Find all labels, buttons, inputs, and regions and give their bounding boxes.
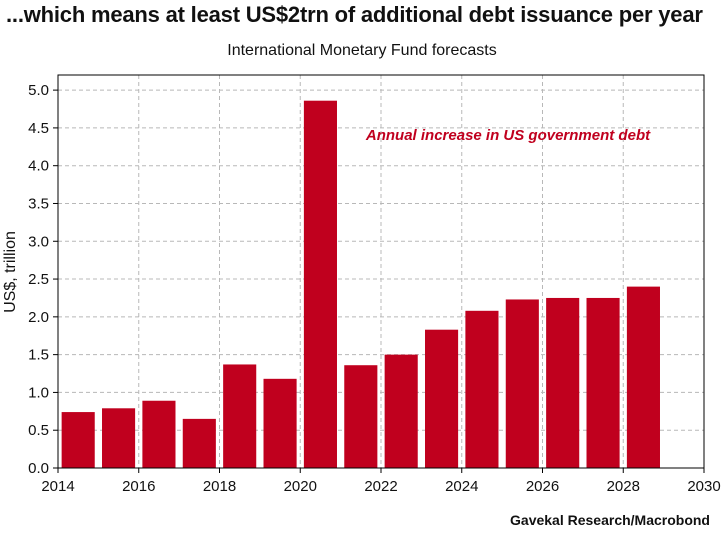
y-tick-label: 2.5 bbox=[28, 271, 49, 288]
y-tick-label: 0.5 bbox=[28, 422, 49, 439]
chart-subtitle: International Monetary Fund forecasts bbox=[227, 42, 497, 59]
y-tick-label: 4.5 bbox=[28, 120, 49, 137]
y-tick-label: 4.0 bbox=[28, 158, 49, 175]
x-tick-label: 2026 bbox=[526, 478, 559, 495]
x-tick-label: 2022 bbox=[364, 478, 397, 495]
plot-frame bbox=[57, 74, 705, 469]
tick-labels: 0.0 0.5 1.0 1.5 2.0 2.5 3.0 3.5 4.0 4.5 5.0 2014 201… bbox=[28, 82, 721, 495]
bar-2021 bbox=[344, 365, 378, 468]
bar-2018 bbox=[223, 364, 257, 468]
y-tick-label: 3.0 bbox=[28, 233, 49, 250]
bar-2015 bbox=[102, 408, 136, 468]
bar-2028 bbox=[626, 286, 660, 468]
x-tick-label: 2024 bbox=[445, 478, 478, 495]
y-tick-label: 3.5 bbox=[28, 195, 49, 212]
gridlines bbox=[58, 75, 704, 468]
bar-2022 bbox=[384, 354, 418, 468]
bar-2016 bbox=[142, 400, 176, 468]
source-credit: Gavekal Research/Macrobond bbox=[510, 512, 710, 528]
series-annotation: Annual increase in US government debt bbox=[365, 127, 651, 144]
bar-2019 bbox=[263, 378, 297, 468]
bars bbox=[61, 100, 660, 468]
chart-title: ...which means at least US$2trn of addit… bbox=[6, 2, 703, 27]
axes bbox=[53, 74, 705, 473]
y-axis-label: US$, trillion bbox=[2, 231, 19, 313]
y-tick-label: 1.0 bbox=[28, 384, 49, 401]
bar-2023 bbox=[425, 329, 459, 468]
x-tick-label: 2020 bbox=[284, 478, 317, 495]
y-tick-label: 1.5 bbox=[28, 347, 49, 364]
y-tick-label: 0.0 bbox=[28, 460, 49, 477]
bar-2027 bbox=[586, 297, 620, 468]
x-tick-label: 2014 bbox=[41, 478, 74, 495]
bar-2024 bbox=[465, 310, 499, 468]
x-tick-label: 2016 bbox=[122, 478, 155, 495]
bar-2025 bbox=[505, 299, 539, 468]
bar-2014 bbox=[61, 412, 95, 468]
y-tick-label: 5.0 bbox=[28, 82, 49, 99]
bar-2026 bbox=[546, 297, 580, 468]
y-tick-label: 2.0 bbox=[28, 309, 49, 326]
x-tick-label: 2018 bbox=[203, 478, 236, 495]
bar-2020 bbox=[303, 100, 337, 468]
bar-2017 bbox=[182, 418, 216, 468]
x-tick-label: 2030 bbox=[687, 478, 720, 495]
x-tick-label: 2028 bbox=[607, 478, 640, 495]
